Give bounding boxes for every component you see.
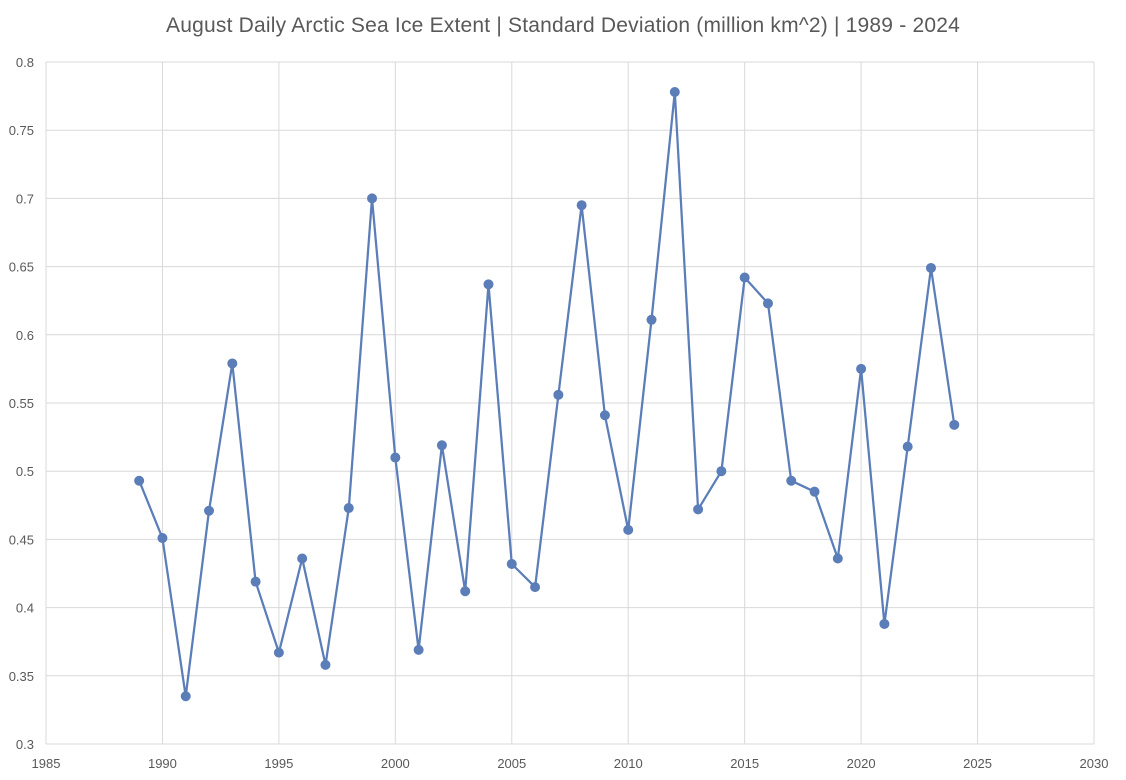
y-tick-label: 0.8: [16, 55, 34, 70]
x-tick-label: 1990: [148, 756, 177, 771]
y-tick-label: 0.5: [16, 464, 34, 479]
data-point: [646, 314, 657, 325]
data-point: [157, 533, 168, 544]
data-point: [809, 486, 820, 497]
y-tick-label: 0.4: [16, 601, 34, 616]
data-point: [320, 659, 331, 670]
data-point: [716, 466, 727, 477]
y-tick-label: 0.45: [9, 532, 34, 547]
y-tick-label: 0.65: [9, 260, 34, 275]
data-point: [762, 298, 773, 309]
data-point: [250, 576, 261, 587]
x-tick-label: 2030: [1080, 756, 1109, 771]
data-point: [227, 358, 238, 369]
data-point: [576, 200, 587, 211]
data-point: [786, 475, 797, 486]
data-point: [483, 279, 494, 290]
data-point: [390, 452, 401, 463]
x-tick-label: 2020: [847, 756, 876, 771]
data-point: [902, 441, 913, 452]
data-point: [739, 272, 750, 283]
data-point: [134, 475, 145, 486]
tick-label-layer: 0.3 0.35 0.4 0.45 0.5 0.55 0.6 0.65 0.7 0.75 0.8 19…: [9, 55, 1109, 771]
data-point: [273, 647, 284, 658]
data-point: [553, 389, 564, 400]
data-point: [856, 363, 867, 374]
data-point: [180, 691, 191, 702]
data-point: [949, 419, 960, 430]
data-point: [506, 558, 517, 569]
data-point: [343, 503, 354, 514]
data-point: [925, 262, 936, 273]
y-tick-label: 0.7: [16, 191, 34, 206]
chart-title: August Daily Arctic Sea Ice Extent | Sta…: [166, 14, 960, 37]
data-point: [832, 553, 843, 564]
data-point: [204, 505, 215, 516]
series-line: [138, 90, 956, 698]
grid-layer: [45, 61, 1095, 745]
y-tick-label: 0.3: [16, 737, 34, 752]
data-point: [413, 644, 424, 655]
x-tick-label: 1985: [32, 756, 61, 771]
x-tick-label: 2015: [730, 756, 759, 771]
x-tick-label: 1995: [264, 756, 293, 771]
data-point: [367, 193, 378, 204]
data-point: [693, 504, 704, 515]
data-point: [879, 618, 890, 629]
x-tick-label: 2010: [614, 756, 643, 771]
y-tick-label: 0.55: [9, 396, 34, 411]
data-point: [297, 553, 308, 564]
data-point: [460, 586, 471, 597]
data-point: [436, 440, 447, 451]
x-tick-label: 2005: [497, 756, 526, 771]
y-tick-label: 0.75: [9, 123, 34, 138]
series-layer: [134, 87, 960, 702]
y-tick-label: 0.6: [16, 328, 34, 343]
data-point: [530, 582, 541, 593]
data-point: [599, 410, 610, 421]
x-tick-label: 2025: [963, 756, 992, 771]
y-tick-label: 0.35: [9, 669, 34, 684]
data-point: [623, 524, 634, 535]
data-point: [669, 87, 680, 98]
x-tick-label: 2000: [381, 756, 410, 771]
